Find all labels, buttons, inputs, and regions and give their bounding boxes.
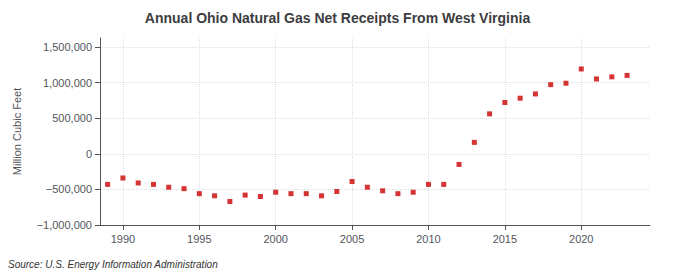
svg-text:2020: 2020 xyxy=(569,233,593,245)
svg-text:Source: U.S. Energy Informatio: Source: U.S. Energy Information Administ… xyxy=(8,259,218,270)
svg-text:2005: 2005 xyxy=(340,233,364,245)
svg-text:−500,000: −500,000 xyxy=(46,183,92,195)
svg-text:500,000: 500,000 xyxy=(52,112,92,124)
svg-text:−1,000,000: −1,000,000 xyxy=(37,219,92,231)
svg-text:1990: 1990 xyxy=(111,233,135,245)
svg-text:Annual Ohio Natural Gas Net Re: Annual Ohio Natural Gas Net Receipts Fro… xyxy=(145,10,531,26)
svg-text:1,000,000: 1,000,000 xyxy=(43,77,92,89)
svg-text:0: 0 xyxy=(86,148,92,160)
svg-text:1995: 1995 xyxy=(187,233,211,245)
svg-text:2010: 2010 xyxy=(416,233,440,245)
svg-text:Million Cubic Feet: Million Cubic Feet xyxy=(11,88,23,175)
svg-text:2000: 2000 xyxy=(263,233,287,245)
svg-text:2015: 2015 xyxy=(493,233,517,245)
svg-text:1,500,000: 1,500,000 xyxy=(43,41,92,53)
